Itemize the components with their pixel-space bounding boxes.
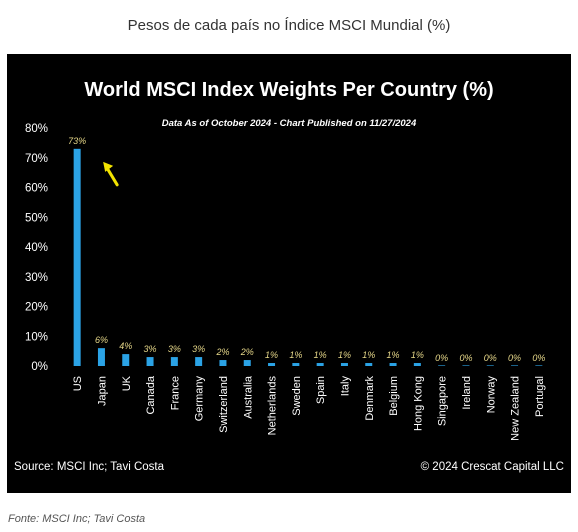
x-tick-label: Italy (339, 376, 351, 397)
bar-portugal (535, 365, 543, 366)
data-label: 1% (387, 350, 400, 360)
data-label: 0% (459, 353, 472, 363)
x-tick-label: Norway (485, 376, 497, 414)
y-tick-label: 10% (25, 331, 48, 343)
data-label: 6% (95, 335, 108, 345)
bar-belgium (389, 363, 397, 366)
x-tick-label: Spain (315, 376, 327, 404)
page-caption: Pesos de cada país no Índice MSCI Mundia… (127, 17, 451, 34)
bar-spain (316, 363, 324, 366)
x-tick-label: Japan (96, 376, 108, 406)
data-label: 2% (240, 347, 254, 357)
data-label: 4% (119, 341, 132, 351)
bar-us (73, 148, 81, 366)
bar-sweden (292, 363, 300, 366)
data-label: 1% (362, 350, 375, 360)
bar-new-zealand (511, 365, 519, 366)
x-tick-label: Belgium (388, 376, 400, 416)
x-tick-label: Sweden (291, 376, 303, 416)
data-label: 1% (265, 350, 278, 360)
data-label: 0% (435, 353, 448, 363)
bar-canada (146, 357, 154, 366)
data-label: 0% (532, 353, 545, 363)
bar-japan (97, 348, 105, 366)
chart-title: World MSCI Index Weights Per Country (%) (84, 79, 493, 101)
data-label: 3% (168, 344, 181, 354)
bar-hong-kong (413, 363, 421, 366)
data-label: 3% (192, 344, 205, 354)
bar-singapore (438, 365, 446, 366)
arrow-icon (103, 161, 119, 187)
bar-chart: World MSCI Index Weights Per Country (%)… (14, 79, 564, 473)
chart-copyright: © 2024 Crescat Capital LLC (421, 461, 564, 473)
x-tick-label: Switzerland (218, 376, 230, 433)
bar-switzerland (219, 360, 227, 366)
x-tick-label: Germany (194, 376, 206, 422)
y-tick-label: 40% (25, 242, 48, 254)
data-label: 1% (338, 350, 351, 360)
x-tick-label: Hong Kong (412, 376, 424, 431)
y-tick-label: 0% (31, 361, 48, 373)
x-tick-label: US (72, 376, 84, 391)
chart-subtitle: Data As of October 2024 - Chart Publishe… (162, 118, 417, 129)
data-label: 1% (289, 350, 302, 360)
bar-denmark (365, 363, 373, 366)
chart-source: Source: MSCI Inc; Tavi Costa (14, 461, 165, 473)
x-tick-label: New Zealand (510, 376, 522, 441)
y-tick-label: 20% (25, 302, 48, 314)
data-label: 0% (508, 353, 521, 363)
x-tick-label: France (169, 376, 181, 410)
bar-ireland (462, 365, 470, 366)
data-label: 1% (314, 350, 327, 360)
x-tick-label: Denmark (364, 376, 376, 421)
x-tick-label: Netherlands (267, 376, 279, 436)
data-label: 1% (411, 350, 424, 360)
chart-frame: World MSCI Index Weights Per Country (%)… (7, 54, 571, 493)
x-tick-label: Australia (242, 375, 254, 419)
x-tick-label: UK (121, 375, 133, 391)
y-tick-label: 50% (25, 212, 48, 224)
y-tick-label: 80% (25, 123, 48, 135)
bar-germany (195, 357, 203, 366)
data-label: 3% (144, 344, 157, 354)
bar-norway (486, 365, 494, 366)
y-tick-label: 60% (25, 183, 48, 195)
bar-italy (340, 363, 348, 366)
bar-uk (122, 354, 130, 366)
bar-australia (243, 360, 251, 366)
data-label: 0% (484, 353, 497, 363)
page-source-note: Fonte: MSCI Inc; Tavi Costa (8, 513, 146, 525)
data-label: 2% (215, 347, 229, 357)
x-tick-label: Singapore (437, 376, 449, 426)
x-tick-label: Ireland (461, 376, 473, 410)
x-tick-label: Portugal (534, 376, 546, 417)
bar-france (170, 357, 178, 366)
x-tick-label: Canada (145, 375, 157, 414)
y-tick-label: 70% (25, 153, 48, 165)
y-tick-label: 30% (25, 272, 48, 284)
bar-netherlands (268, 363, 276, 366)
data-label: 73% (68, 136, 86, 146)
